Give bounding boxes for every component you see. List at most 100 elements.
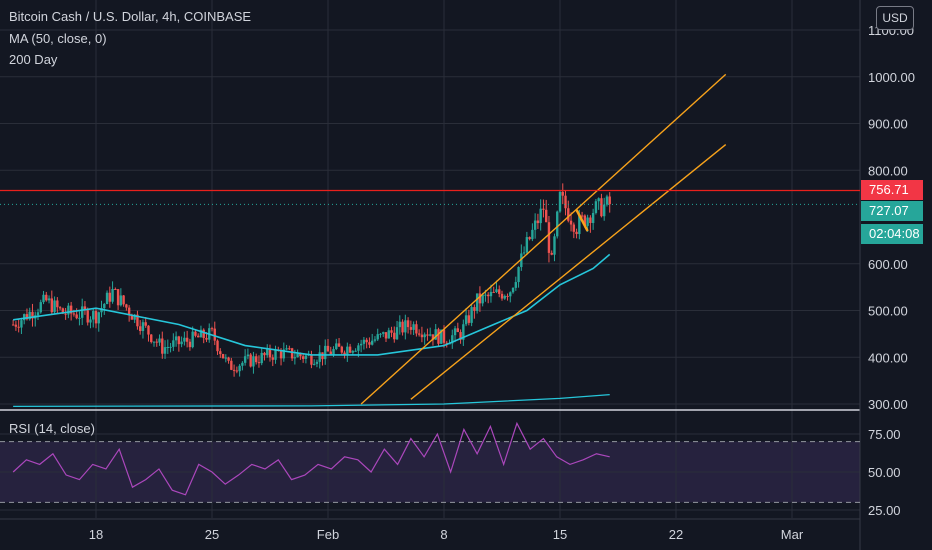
candle-body-142 — [404, 320, 407, 333]
candle-body-201 — [567, 208, 570, 221]
candle-body-124 — [354, 350, 357, 352]
countdown-tag: 02:04:08 — [861, 224, 923, 244]
candle-body-26 — [83, 306, 87, 311]
candle-body-40 — [122, 295, 125, 305]
candle-body-202 — [569, 220, 573, 225]
candle-body-196 — [553, 236, 556, 255]
x-tick-label-0: 18 — [89, 527, 103, 542]
candle-body-121 — [346, 346, 349, 355]
ma200-line — [13, 394, 610, 407]
candle-body-35 — [108, 292, 112, 302]
candle-body-159 — [451, 335, 454, 344]
candle-body-103 — [296, 353, 299, 358]
candle-body-211 — [594, 201, 598, 213]
candle-body-144 — [409, 327, 413, 330]
candle-body-32 — [100, 308, 103, 313]
candle-body-95 — [274, 349, 277, 360]
candle-body-184 — [520, 253, 523, 268]
candle-body-29 — [92, 311, 95, 320]
candle-body-83 — [241, 362, 244, 366]
candle-body-194 — [547, 222, 551, 253]
candle-body-133 — [379, 333, 382, 335]
candle-body-156 — [442, 329, 446, 343]
candle-body-151 — [428, 334, 432, 336]
candle-body-131 — [373, 339, 377, 341]
candle-body-162 — [459, 332, 462, 340]
candle-body-56 — [166, 346, 170, 348]
candle-body-132 — [376, 334, 379, 340]
arrow-drawing — [575, 209, 589, 232]
candle-body-7 — [31, 311, 34, 319]
candle-body-101 — [290, 348, 294, 359]
candle-body-188 — [531, 229, 534, 240]
candle-body-69 — [202, 329, 205, 338]
rsi-line — [12, 421, 610, 496]
ma50-legend[interactable]: MA (50, close, 0) — [9, 31, 107, 46]
candle-body-90 — [260, 352, 263, 364]
candle-body-70 — [205, 337, 208, 340]
candle-body-19 — [64, 313, 67, 315]
ma200-legend[interactable]: 200 Day — [9, 52, 58, 67]
candle-body-3 — [20, 320, 23, 328]
candle-body-115 — [329, 351, 332, 355]
candle-body-161 — [456, 328, 460, 333]
candle-body-171 — [484, 294, 487, 296]
candle-body-165 — [467, 315, 471, 323]
candle-body-215 — [605, 196, 609, 205]
candle-body-135 — [384, 332, 388, 339]
candle-body-30 — [94, 311, 98, 324]
candle-body-127 — [362, 339, 366, 344]
candle-body-14 — [50, 298, 54, 313]
candle-body-98 — [282, 349, 286, 359]
candle-body-170 — [481, 294, 484, 304]
candle-body-89 — [257, 362, 261, 364]
candle-body-12 — [45, 294, 48, 301]
candle-body-164 — [464, 315, 468, 325]
candle-body-203 — [572, 224, 576, 232]
x-tick-label-4: 15 — [553, 527, 567, 542]
candle-body-31 — [97, 312, 100, 324]
candle-body-139 — [395, 327, 399, 340]
candle-body-25 — [80, 306, 84, 318]
candle-body-46 — [138, 326, 142, 331]
x-tick-label-2: Feb — [317, 527, 339, 542]
candle-body-93 — [268, 348, 272, 358]
candle-body-206 — [580, 215, 584, 217]
candle-body-2 — [17, 326, 20, 328]
candle-body-148 — [420, 334, 424, 338]
y-tick-label-6: 400.00 — [868, 350, 908, 365]
candle-body-88 — [254, 356, 258, 363]
candle-body-200 — [564, 195, 567, 209]
candle-body-66 — [194, 331, 197, 336]
candle-body-100 — [288, 348, 291, 350]
candle-body-104 — [299, 353, 302, 357]
candle-body-67 — [196, 335, 200, 338]
candle-body-153 — [434, 329, 437, 340]
candle-body-58 — [172, 340, 175, 347]
candle-body-197 — [556, 211, 559, 237]
currency-button[interactable]: USD — [876, 6, 914, 30]
candle-body-10 — [39, 302, 42, 313]
candle-body-183 — [517, 267, 520, 283]
candle-body-193 — [544, 209, 548, 223]
candle-body-102 — [293, 357, 297, 359]
candle-body-129 — [368, 342, 371, 345]
candle-body-154 — [437, 329, 440, 344]
candle-body-76 — [221, 354, 225, 359]
candle-body-113 — [324, 345, 327, 360]
rsi-legend[interactable]: RSI (14, close) — [9, 421, 95, 436]
candle-body-34 — [105, 292, 109, 305]
candle-body-61 — [180, 341, 183, 345]
candle-body-15 — [53, 300, 56, 313]
x-tick-label-1: 25 — [205, 527, 219, 542]
candle-body-23 — [75, 314, 78, 319]
candle-body-157 — [445, 342, 448, 344]
candle-body-84 — [243, 356, 247, 363]
candle-body-41 — [125, 304, 128, 308]
trendline-0 — [360, 73, 727, 405]
candle-body-147 — [417, 333, 421, 335]
candle-body-80 — [232, 369, 236, 371]
candle-body-86 — [249, 354, 252, 367]
candle-body-128 — [365, 339, 368, 343]
